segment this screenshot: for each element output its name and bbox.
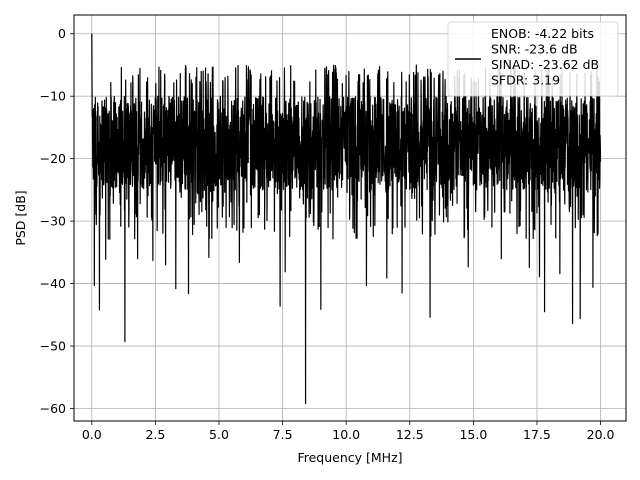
y-tick-label: −60: [40, 401, 66, 416]
x-tick-label: 0.0: [82, 427, 102, 442]
y-tick-label: −50: [40, 339, 66, 354]
x-tick-label: 17.5: [523, 427, 551, 442]
x-tick-label: 12.5: [396, 427, 424, 442]
x-tick-label: 15.0: [459, 427, 487, 442]
x-axis-label: Frequency [MHz]: [297, 450, 402, 465]
psd-series-line: [91, 33, 602, 405]
x-tick-label: 7.5: [273, 427, 293, 442]
legend-box: [447, 21, 619, 97]
y-axis-ticks: 0 −10 −20 −30 −40 −50 −60: [40, 26, 74, 416]
x-tick-label: 10.0: [332, 427, 360, 442]
legend: ENOB: -4.22 bits SNR: -23.6 dB SINAD: -23.…: [447, 21, 619, 97]
y-tick-label: −20: [40, 151, 66, 166]
legend-label: ENOB: -4.22 bits SNR: -23.6 dB SINAD: -23.…: [491, 26, 599, 88]
x-tick-label: 5.0: [209, 427, 229, 442]
plot-frame: [73, 14, 627, 422]
x-tick-label: 2.5: [145, 427, 165, 442]
y-axis-label: PSD [dB]: [13, 190, 28, 245]
psd-series-group: [91, 33, 602, 405]
x-axis-ticks: 0.0 2.5 5.0 7.5 10.0 12.5 15.0 17.5 20.0: [82, 421, 615, 442]
y-tick-label: −30: [40, 214, 66, 229]
y-tick-label: −10: [40, 89, 66, 104]
x-tick-label: 20.0: [587, 427, 615, 442]
y-tick-label: 0: [58, 26, 66, 41]
y-tick-label: −40: [40, 276, 66, 291]
